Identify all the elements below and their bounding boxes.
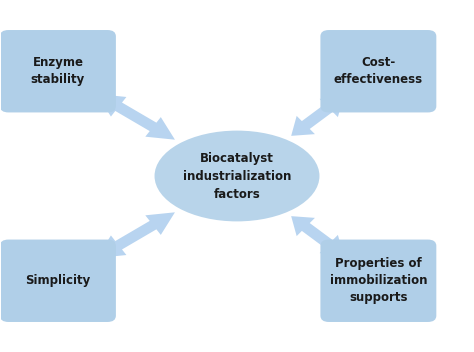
FancyBboxPatch shape [320,30,437,112]
Text: Cost-
effectiveness: Cost- effectiveness [334,56,423,86]
Text: Simplicity: Simplicity [25,274,91,287]
FancyBboxPatch shape [0,30,116,112]
Text: Properties of
immobilization
supports: Properties of immobilization supports [329,257,427,304]
Text: Biocatalyst
industrialization
factors: Biocatalyst industrialization factors [183,151,291,201]
Text: Enzyme
stability: Enzyme stability [31,56,85,86]
Polygon shape [97,94,175,140]
Polygon shape [291,216,343,255]
Ellipse shape [155,131,319,221]
Polygon shape [97,212,175,258]
FancyBboxPatch shape [0,240,116,322]
Polygon shape [291,97,343,136]
FancyBboxPatch shape [320,240,437,322]
